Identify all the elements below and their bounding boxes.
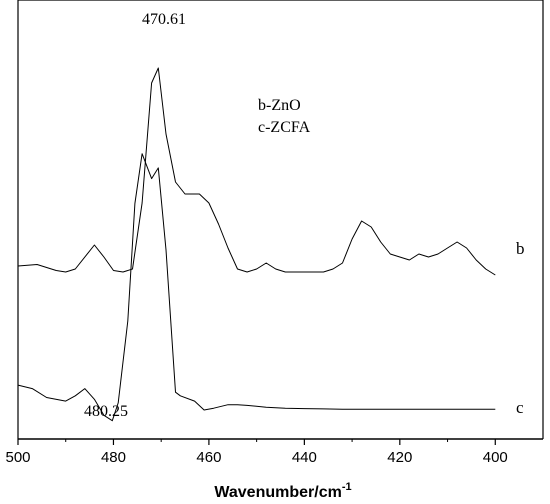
series-lines	[17, 67, 496, 422]
x-axis-ticks: 500 480 460 440 420 400	[5, 439, 508, 466]
x-tick-label-500: 500	[5, 449, 30, 466]
legend-line-b: b-ZnO	[258, 97, 301, 114]
series-line-b	[17, 67, 496, 276]
x-axis-title-text: Wavenumber/cm	[214, 484, 341, 501]
plot-frame	[17, 0, 544, 440]
peak-label-470: 470.61	[142, 11, 186, 28]
x-tick-label-400: 400	[483, 449, 508, 466]
chart-texts: b-ZnO c-ZCFA 470.61 480.25 b c Wavenumbe…	[84, 11, 525, 501]
x-tick-label-440: 440	[292, 449, 317, 466]
x-tick-label-420: 420	[387, 449, 412, 466]
peak-label-480: 480.25	[84, 403, 128, 420]
x-tick-label-480: 480	[101, 449, 126, 466]
x-axis-title: Wavenumber/cm-1	[214, 481, 351, 501]
legend-line-c: c-ZCFA	[258, 119, 311, 136]
series-line-c	[17, 153, 496, 422]
series-label-b: b	[516, 239, 525, 258]
series-label-c: c	[516, 398, 524, 417]
x-axis-title-superscript: -1	[342, 481, 352, 493]
x-tick-label-460: 460	[196, 449, 221, 466]
